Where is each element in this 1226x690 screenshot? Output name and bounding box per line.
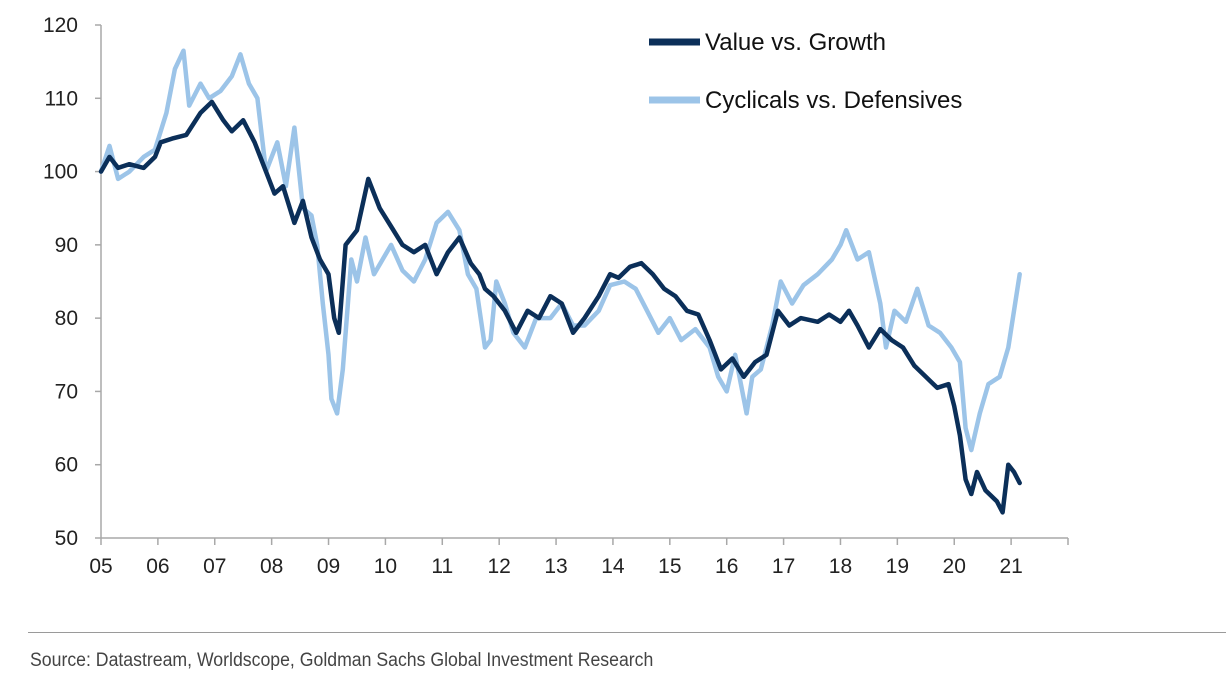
x-tick-label: 21: [999, 555, 1022, 578]
source-divider: [28, 632, 1226, 633]
chart-axes: [100, 25, 1068, 539]
x-tick-label: 15: [658, 555, 681, 578]
x-tick-label: 20: [943, 555, 966, 578]
legend-label: Cyclicals vs. Defensives: [705, 87, 962, 114]
x-tick-label: 05: [89, 555, 112, 578]
source-note: Source: Datastream, Worldscope, Goldman …: [30, 650, 654, 671]
x-tick-label: 16: [715, 555, 738, 578]
y-tick-label: 120: [43, 14, 78, 37]
x-tick-label: 11: [431, 555, 453, 578]
y-tick-label: 50: [55, 527, 78, 550]
x-tick-label: 08: [260, 555, 283, 578]
y-tick-label: 60: [55, 454, 78, 477]
series-line-value-vs-growth: [98, 99, 1022, 515]
x-tick-label: 10: [374, 555, 397, 578]
y-tick-label: 80: [55, 307, 78, 330]
y-tick-label: 90: [55, 234, 78, 257]
chart-series: [98, 48, 1022, 515]
chart-legend: Value vs. Growth Cyclicals vs. Defensives: [649, 29, 962, 114]
x-tick-label: 18: [829, 555, 852, 578]
x-tick-label: 14: [601, 555, 625, 578]
x-tick-label: 12: [487, 555, 510, 578]
x-tick-label: 09: [317, 555, 340, 578]
chart-ticks: 50 60 70 80 90 100 110 120 05 06 07 08 09 10 11 12 13 14 1…: [43, 14, 1069, 578]
x-tick-label: 13: [544, 555, 567, 578]
y-tick-label: 70: [55, 380, 78, 403]
x-tick-label: 07: [203, 555, 226, 578]
x-tick-label: 17: [772, 555, 795, 578]
x-tick-label: 06: [146, 555, 169, 578]
legend-label: Value vs. Growth: [705, 29, 886, 56]
x-tick-label: 19: [886, 555, 909, 578]
series-line-cyclicals-vs-defensives: [98, 48, 1022, 453]
y-tick-label: 110: [45, 87, 78, 110]
y-tick-label: 100: [43, 161, 78, 184]
